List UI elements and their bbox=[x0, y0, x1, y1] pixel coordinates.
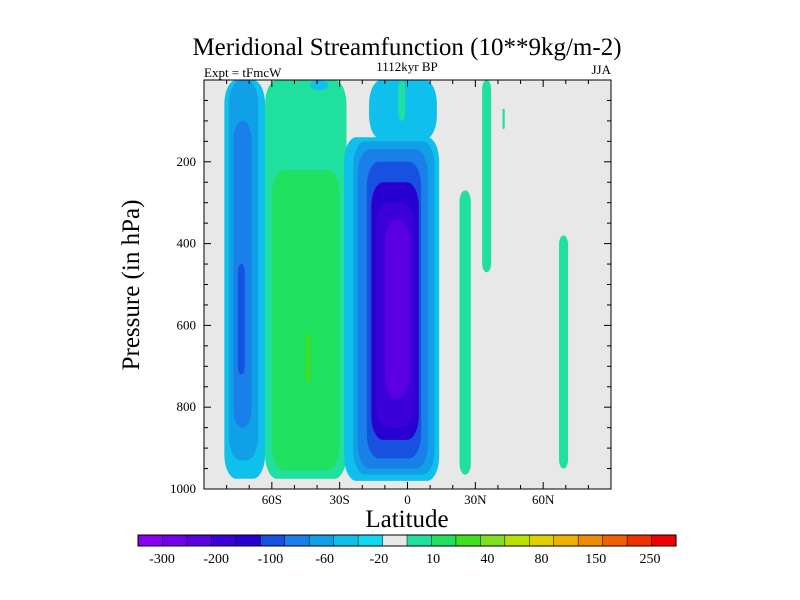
cell-nh-tropic bbox=[459, 190, 471, 475]
cell-upper-sh bbox=[310, 80, 329, 91]
y-tick-label: 1000 bbox=[170, 481, 196, 496]
colorbar-label: 150 bbox=[585, 552, 606, 567]
colorbar-swatch bbox=[504, 534, 530, 547]
colorbar-swatch bbox=[308, 534, 335, 547]
y-tick-label: 800 bbox=[177, 399, 197, 414]
cell-nh-subtropic bbox=[482, 80, 492, 273]
time-label: 1112kyr BP bbox=[376, 59, 438, 74]
cell-nh-polar bbox=[558, 235, 569, 469]
colorbar-swatch bbox=[211, 534, 237, 547]
colorbar-swatch bbox=[577, 534, 604, 547]
x-axis-label: Latitude bbox=[365, 506, 448, 533]
chart-title: Meridional Streamfunction (10**9kg/m-2) bbox=[192, 34, 621, 61]
contour-layer bbox=[204, 80, 611, 489]
colorbar-swatch bbox=[602, 534, 628, 547]
colorbar-swatch bbox=[529, 534, 555, 547]
colorbar-swatch bbox=[553, 534, 579, 547]
colorbar-swatch bbox=[235, 534, 261, 547]
colorbar-label: -100 bbox=[258, 552, 284, 567]
colorbar-label: 80 bbox=[535, 552, 549, 567]
x-tick-label: 60S bbox=[262, 492, 282, 507]
colorbar: -300 -200 -100 -60 -20 10 40 80 150 250 bbox=[137, 534, 677, 567]
cell-eq-upper-pos bbox=[398, 80, 406, 121]
colorbar-swatch bbox=[137, 534, 164, 547]
colorbar-label: -60 bbox=[315, 552, 334, 567]
cell-sh-midlat-core bbox=[271, 169, 340, 471]
colorbar-swatch bbox=[406, 534, 433, 547]
cell-nh-upper bbox=[502, 108, 505, 130]
x-tick-label: 60N bbox=[532, 492, 555, 507]
colorbar-label: -300 bbox=[149, 552, 175, 567]
plot-frame bbox=[203, 79, 612, 490]
experiment-label: Expt = tFmcW bbox=[204, 65, 282, 80]
colorbar-swatch bbox=[626, 534, 653, 547]
colorbar-swatch bbox=[333, 534, 359, 547]
tick-layer: 60S 30S 0 30N 60N 200 400 600 800 1000 bbox=[170, 80, 611, 507]
colorbar-swatch bbox=[480, 534, 506, 547]
cell-sh-polar-inner bbox=[237, 264, 245, 375]
colorbar-label: -20 bbox=[370, 552, 389, 567]
colorbar-swatch bbox=[651, 534, 677, 547]
colorbar-swatch bbox=[284, 534, 310, 547]
y-tick-label: 200 bbox=[177, 154, 197, 169]
x-tick-label: 30N bbox=[464, 492, 487, 507]
colorbar-label: 10 bbox=[426, 552, 440, 567]
colorbar-swatch bbox=[162, 534, 188, 547]
y-axis-label: Pressure (in hPa) bbox=[118, 200, 145, 371]
y-tick-label: 600 bbox=[177, 317, 197, 332]
colorbar-frame bbox=[137, 534, 677, 547]
colorbar-swatch bbox=[186, 534, 212, 547]
colorbar-swatch bbox=[455, 534, 481, 547]
x-tick-label: 0 bbox=[404, 492, 411, 507]
colorbar-swatch bbox=[382, 534, 408, 547]
y-tick-label: 400 bbox=[177, 236, 197, 251]
cell-sh-midlat-peak bbox=[305, 333, 311, 383]
colorbar-label: 40 bbox=[480, 552, 494, 567]
colorbar-swatch bbox=[431, 534, 457, 547]
colorbar-swatch bbox=[260, 534, 286, 547]
season-label: JJA bbox=[591, 62, 611, 77]
cell-hadley-core bbox=[384, 219, 410, 400]
colorbar-swatch bbox=[357, 534, 384, 547]
colorbar-label: 250 bbox=[640, 552, 661, 567]
colorbar-label: -200 bbox=[203, 552, 229, 567]
x-tick-label: 30S bbox=[330, 492, 350, 507]
